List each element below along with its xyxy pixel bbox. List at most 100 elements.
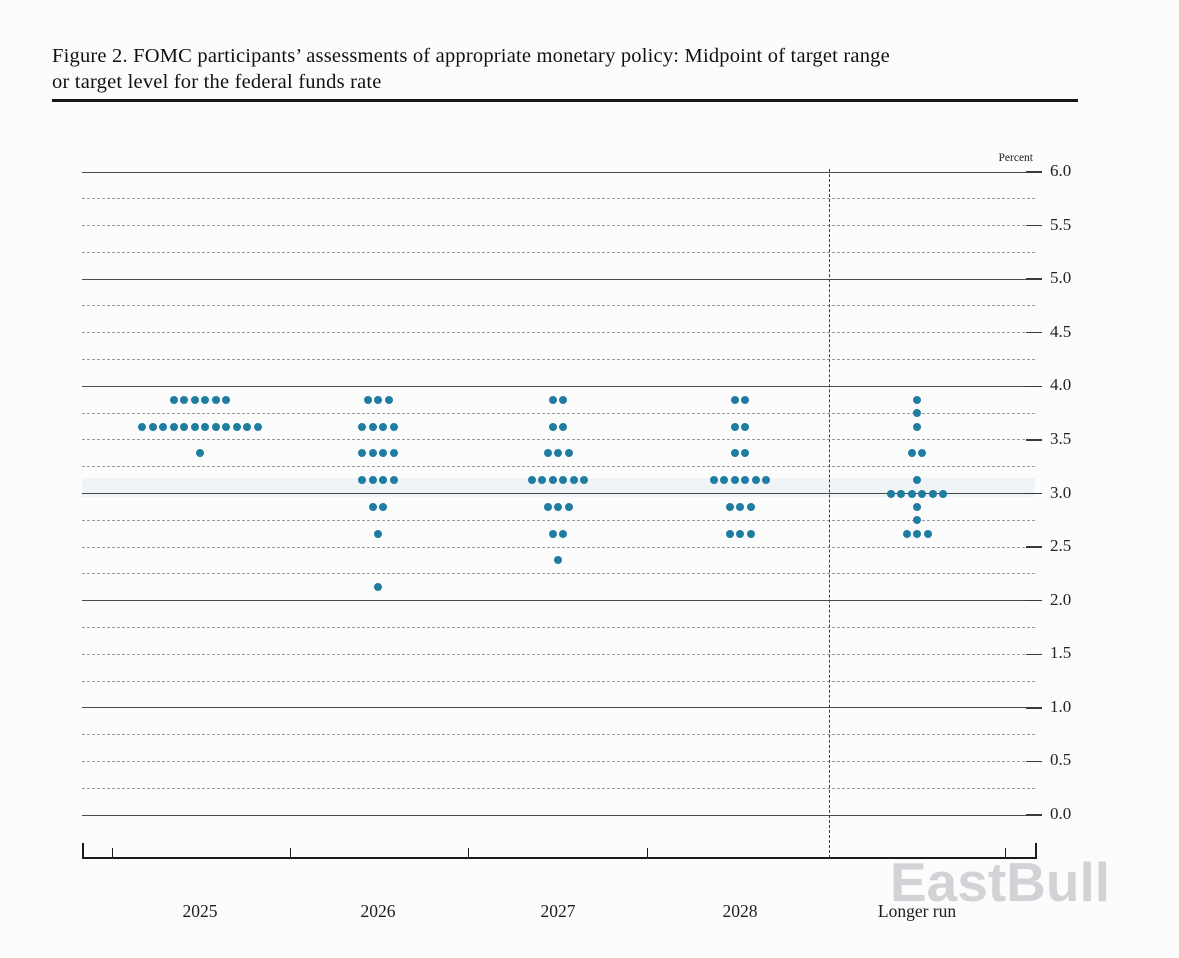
projection-dot (918, 489, 927, 498)
projection-dot (725, 502, 734, 511)
projection-dot (548, 422, 557, 431)
projection-dot (902, 529, 911, 538)
x-axis-tick (647, 848, 649, 858)
y-tick-label: 1.0 (1050, 696, 1072, 716)
y-tick-mark (1026, 224, 1042, 227)
projection-dot (368, 476, 377, 485)
projection-dot (720, 476, 729, 485)
gridline-minor (82, 251, 1035, 253)
y-tick-mark (1026, 385, 1042, 388)
projection-dot (907, 449, 916, 458)
projection-dot (379, 502, 388, 511)
projection-dot (554, 502, 562, 511)
projection-dot (368, 449, 377, 458)
projection-dot (548, 529, 557, 538)
y-tick-label: 1.5 (1050, 643, 1072, 663)
projection-dot (939, 489, 948, 498)
projection-dot (374, 529, 382, 538)
projection-dot (559, 422, 568, 431)
projection-dot (559, 395, 568, 404)
gridline-minor (82, 787, 1035, 789)
watermark: EastBull (890, 851, 1111, 913)
y-tick-label: 3.5 (1050, 428, 1072, 448)
projection-dot (913, 422, 921, 431)
projection-dot (730, 476, 739, 485)
gridline-minor (82, 359, 1035, 361)
projection-dot (913, 516, 921, 525)
gridline-major (82, 171, 1035, 173)
projection-dot (569, 476, 578, 485)
figure-title-line2: or target level for the federal funds ra… (52, 71, 382, 93)
projection-dot (379, 476, 388, 485)
y-tick-mark (1026, 492, 1042, 495)
gridline-minor (82, 653, 1035, 655)
gridline-major (82, 493, 1035, 494)
y-tick-mark (1026, 278, 1042, 280)
projection-dot (923, 529, 932, 538)
x-category-label: 2025 (182, 901, 218, 921)
projection-dot (389, 449, 398, 458)
projection-dot (746, 502, 755, 511)
projection-dot (554, 556, 562, 565)
projection-dot (358, 449, 367, 458)
projection-dot (907, 489, 916, 498)
projection-dot (913, 476, 921, 485)
projection-dot (190, 395, 199, 404)
projection-dot (169, 395, 178, 404)
gridline-minor (82, 760, 1035, 762)
projection-dot (222, 395, 231, 404)
gridline-minor (82, 225, 1035, 227)
projection-dot (190, 422, 199, 431)
gridline-major (82, 385, 1035, 387)
projection-dot (918, 449, 927, 458)
projection-dot (389, 476, 398, 485)
y-tick-label: 0.5 (1050, 750, 1072, 770)
projection-dot (138, 422, 147, 431)
y-tick-mark (1026, 439, 1042, 441)
projection-dot (543, 502, 552, 511)
gridline-major (82, 278, 1035, 280)
projection-dot (201, 422, 210, 431)
title-rule (52, 99, 1078, 102)
projection-dot (751, 476, 760, 485)
y-tick-label: 2.5 (1050, 536, 1072, 556)
gridline-minor (82, 626, 1035, 628)
projection-dot (363, 395, 372, 404)
projection-dot (913, 409, 921, 418)
projection-dot (196, 449, 204, 458)
projection-dot (736, 529, 744, 538)
projection-dot (201, 395, 210, 404)
projection-dot (538, 476, 547, 485)
projection-dot (180, 422, 189, 431)
gridline-minor (82, 305, 1035, 307)
projection-dot (709, 476, 718, 485)
projection-dot (564, 502, 573, 511)
gridline-minor (82, 519, 1035, 521)
x-axis-end-tick (82, 843, 84, 858)
gridline-minor (82, 734, 1035, 736)
x-axis-tick (290, 848, 292, 858)
longer-run-separator (828, 169, 830, 858)
projection-dot (211, 422, 220, 431)
gridline-major (82, 600, 1035, 602)
projection-dot (564, 449, 573, 458)
y-tick-label: 6.0 (1050, 161, 1072, 180)
x-category-label: 2028 (722, 901, 758, 921)
y-tick-label: 4.0 (1050, 375, 1072, 395)
projection-dot (379, 422, 388, 431)
gridline-minor (82, 466, 1035, 468)
y-tick-label: 0.0 (1050, 804, 1072, 823)
projection-dot (548, 476, 557, 485)
projection-dot (913, 502, 921, 511)
projection-dot (368, 502, 377, 511)
projection-dot (725, 529, 734, 538)
y-tick-mark (1026, 707, 1042, 709)
projection-dot (741, 476, 750, 485)
y-tick-mark (1026, 599, 1042, 602)
gridline-minor (82, 332, 1035, 334)
y-tick-label: 4.5 (1050, 321, 1072, 341)
projection-dot (243, 422, 252, 431)
projection-dot (736, 502, 744, 511)
